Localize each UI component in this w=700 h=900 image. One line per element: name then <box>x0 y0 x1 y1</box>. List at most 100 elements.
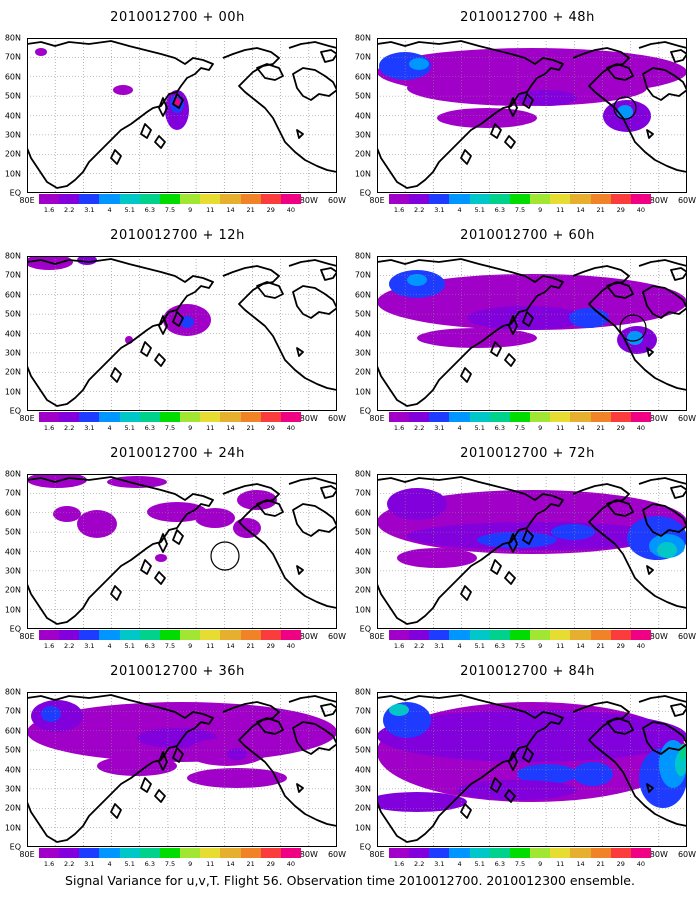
colorbar-tick-label: 40 <box>636 206 646 214</box>
colorbar-labels: 1.6 2.2 3.1 4 5.1 6.3 7.5 9 11 14 21 29 40 <box>389 642 651 651</box>
colorbar-tick-label: 2.2 <box>64 860 75 868</box>
colorbar-swatch <box>119 848 140 858</box>
colorbar-swatch <box>59 412 80 422</box>
lat-tick-label: 10N <box>354 605 371 615</box>
lat-tick-label: 40N <box>4 111 21 120</box>
colorbar-swatch <box>530 848 551 858</box>
coastline <box>172 311 184 327</box>
colorbar-tick-label: 7.5 <box>164 860 176 868</box>
map-panel: 2010012700 + 24h 80N 70N 60N 50N 40N 30N 20N 10N… <box>5 436 350 654</box>
colorbar-swatch <box>119 412 140 422</box>
lat-tick-label: 50N <box>354 745 371 755</box>
colorbar-tick-label: 4 <box>457 424 462 432</box>
colorbar-swatch <box>630 412 652 422</box>
colorbar-tick-label: 29 <box>266 424 275 432</box>
colorbar-swatch <box>99 412 120 422</box>
colorbar-swatch <box>409 412 430 422</box>
panel-title: 2010012700 + 72h <box>460 446 595 461</box>
coastline <box>606 63 634 81</box>
coastline <box>154 353 166 367</box>
variance-contour <box>147 502 207 522</box>
coastline <box>522 311 534 327</box>
lat-tick-label: 40N <box>354 547 371 556</box>
colorbar-tick-label: 1.6 <box>43 206 55 214</box>
variance-contour <box>407 70 647 106</box>
variance-contour <box>77 510 117 538</box>
lat-tick-label: 10N <box>4 387 21 397</box>
lat-tick-label: 70N <box>354 706 371 716</box>
variance-contour <box>517 764 577 784</box>
colorbar <box>389 412 652 422</box>
variance-contour <box>457 780 577 800</box>
lat-tick-label: 50N <box>354 309 371 319</box>
map-plot <box>377 256 687 411</box>
colorbar-swatch <box>260 630 281 640</box>
colorbar-swatch <box>550 630 571 640</box>
lon-tick-label: 80W <box>299 196 318 205</box>
colorbar-swatch <box>630 194 652 204</box>
lat-tick-label: 40N <box>4 547 21 556</box>
colorbar-tick-label: 14 <box>576 206 585 214</box>
colorbar-swatch <box>610 412 631 422</box>
colorbar-labels: 1.6 2.2 3.1 4 5.1 6.3 7.5 9 11 14 21 29 40 <box>389 860 651 869</box>
colorbar-tick-label: 9 <box>188 206 193 214</box>
coastline <box>646 129 654 139</box>
colorbar-swatch <box>159 848 181 858</box>
colorbar-swatch <box>530 194 551 204</box>
colorbar-tick-label: 4 <box>457 642 462 650</box>
lat-tick-label: EQ <box>359 624 371 634</box>
colorbar-tick-label: 40 <box>636 860 646 868</box>
coastline <box>288 41 337 49</box>
coastline <box>638 259 687 267</box>
colorbar-swatch <box>139 412 160 422</box>
colorbar-swatch <box>429 630 450 640</box>
lat-tick-label: 50N <box>354 527 371 537</box>
coastline <box>670 267 687 281</box>
colorbar-labels: 1.6 2.2 3.1 4 5.1 6.3 7.5 9 11 14 21 29 40 <box>39 206 301 215</box>
lat-tick-label: 30N <box>354 784 371 794</box>
map-frame: 80N70N60N50N40N30N20N10NEQ80E100E120E140… <box>355 252 696 424</box>
colorbar-tick-label: 5.1 <box>124 424 135 432</box>
map-plot <box>27 38 337 193</box>
colorbar-swatch <box>389 848 410 858</box>
colorbar-swatch <box>119 630 140 640</box>
colorbar-swatch <box>39 412 60 422</box>
lon-tick-label: 60W <box>677 414 697 423</box>
colorbar-tick-label: 2.2 <box>64 424 75 432</box>
colorbar-tick-label: 6.3 <box>494 860 506 868</box>
map-plot <box>27 692 337 847</box>
colorbar-tick-label: 5.1 <box>474 642 485 650</box>
panel-title: 2010012700 + 12h <box>110 228 245 243</box>
coastline <box>296 129 304 139</box>
map-frame: 80N70N60N50N40N30N20N10NEQ80E100E120E140… <box>5 470 346 642</box>
colorbar-tick-label: 14 <box>226 642 235 650</box>
lon-tick-label: 60W <box>327 196 347 205</box>
lat-tick-label: 50N <box>4 309 21 319</box>
colorbar-tick-label: 9 <box>538 206 543 214</box>
colorbar-tick-label: 2.2 <box>64 206 75 214</box>
colorbar-labels: 1.6 2.2 3.1 4 5.1 6.3 7.5 9 11 14 21 29 40 <box>39 642 301 651</box>
coastline <box>522 529 534 545</box>
coastline <box>377 40 564 189</box>
coastline <box>670 49 687 63</box>
colorbar-tick-label: 29 <box>616 860 625 868</box>
lat-tick-label: 10N <box>354 823 371 833</box>
colorbar-swatch <box>99 848 120 858</box>
colorbar-swatch <box>530 412 551 422</box>
colorbar-swatch <box>570 630 591 640</box>
coastline <box>154 789 166 803</box>
colorbar-tick-label: 7.5 <box>164 642 176 650</box>
observation-circle <box>619 314 647 342</box>
lat-tick-label: 20N <box>354 367 371 377</box>
coastline <box>296 783 304 793</box>
coastline <box>222 483 337 609</box>
lat-tick-label: 80N <box>354 687 371 697</box>
lon-tick-label: 80E <box>369 850 385 859</box>
panel-title: 2010012700 + 24h <box>110 446 245 461</box>
variance-contour <box>657 542 677 558</box>
variance-contour <box>113 85 133 95</box>
colorbar-labels: 1.6 2.2 3.1 4 5.1 6.3 7.5 9 11 14 21 29 40 <box>39 860 301 869</box>
colorbar-swatch <box>489 630 510 640</box>
colorbar-tick-label: 2.2 <box>414 206 425 214</box>
colorbar-tick-label: 14 <box>226 860 235 868</box>
